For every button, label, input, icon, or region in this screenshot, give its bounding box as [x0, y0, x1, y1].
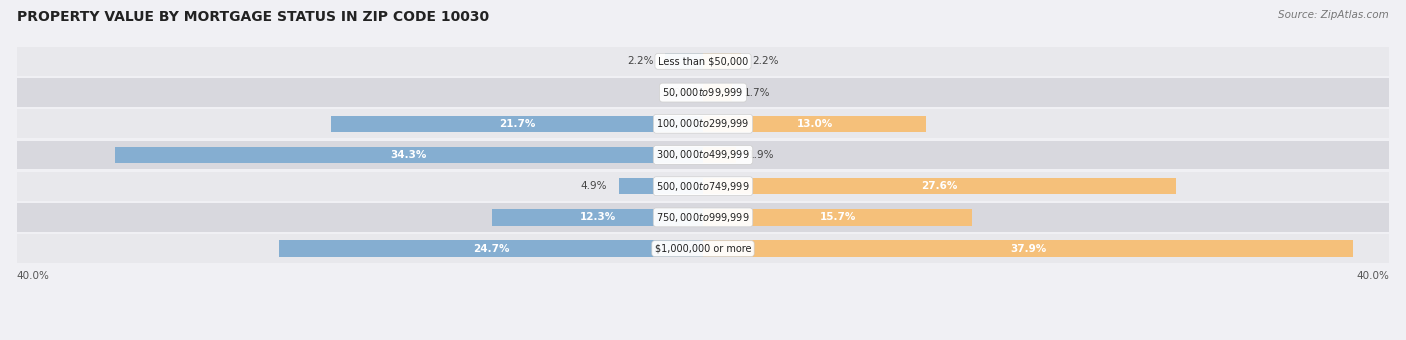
Bar: [703, 147, 735, 163]
Text: 2.2%: 2.2%: [752, 56, 779, 66]
Text: 2.2%: 2.2%: [627, 56, 654, 66]
Text: 13.0%: 13.0%: [796, 119, 832, 129]
Bar: [17, 172, 1389, 201]
Bar: [330, 116, 703, 132]
Bar: [703, 178, 1177, 194]
Text: 21.7%: 21.7%: [499, 119, 536, 129]
Text: 0.0%: 0.0%: [665, 88, 690, 98]
Text: 1.9%: 1.9%: [748, 150, 775, 160]
Text: $500,000 to $749,999: $500,000 to $749,999: [657, 180, 749, 193]
Text: $50,000 to $99,999: $50,000 to $99,999: [662, 86, 744, 99]
Bar: [703, 116, 927, 132]
Text: $1,000,000 or more: $1,000,000 or more: [655, 243, 751, 254]
Text: 12.3%: 12.3%: [579, 212, 616, 222]
Text: 15.7%: 15.7%: [820, 212, 856, 222]
Legend: Without Mortgage, With Mortgage: Without Mortgage, With Mortgage: [581, 338, 825, 340]
Bar: [703, 209, 973, 225]
Text: 40.0%: 40.0%: [17, 271, 49, 281]
Text: 4.9%: 4.9%: [581, 181, 607, 191]
Text: 27.6%: 27.6%: [921, 181, 957, 191]
Bar: [115, 147, 703, 163]
Bar: [17, 47, 1389, 76]
Text: $300,000 to $499,999: $300,000 to $499,999: [657, 149, 749, 162]
Bar: [17, 203, 1389, 232]
Bar: [703, 240, 1353, 257]
Text: 40.0%: 40.0%: [1357, 271, 1389, 281]
Bar: [703, 53, 741, 69]
Bar: [703, 84, 733, 101]
Text: 37.9%: 37.9%: [1010, 243, 1046, 254]
Text: $750,000 to $999,999: $750,000 to $999,999: [657, 211, 749, 224]
Text: Less than $50,000: Less than $50,000: [658, 56, 748, 66]
Text: PROPERTY VALUE BY MORTGAGE STATUS IN ZIP CODE 10030: PROPERTY VALUE BY MORTGAGE STATUS IN ZIP…: [17, 10, 489, 24]
Bar: [17, 109, 1389, 138]
Bar: [17, 141, 1389, 169]
Bar: [492, 209, 703, 225]
Bar: [280, 240, 703, 257]
Text: 24.7%: 24.7%: [472, 243, 509, 254]
Bar: [17, 78, 1389, 107]
Text: 34.3%: 34.3%: [391, 150, 427, 160]
Text: Source: ZipAtlas.com: Source: ZipAtlas.com: [1278, 10, 1389, 20]
Text: $100,000 to $299,999: $100,000 to $299,999: [657, 117, 749, 130]
Bar: [665, 53, 703, 69]
Bar: [17, 234, 1389, 263]
Bar: [619, 178, 703, 194]
Text: 1.7%: 1.7%: [744, 88, 770, 98]
